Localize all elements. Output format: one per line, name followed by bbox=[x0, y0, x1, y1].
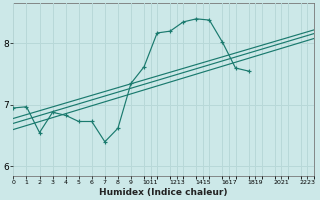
X-axis label: Humidex (Indice chaleur): Humidex (Indice chaleur) bbox=[100, 188, 228, 197]
